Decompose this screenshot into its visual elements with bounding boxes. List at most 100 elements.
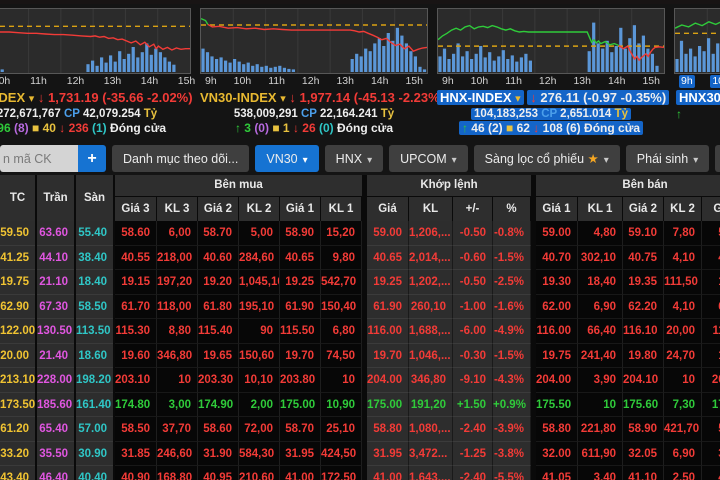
cell-ask[interactable]: 59.00 [702, 417, 720, 442]
cell-bid[interactable]: 584,30 [239, 441, 280, 466]
cell-ask[interactable]: 10 [578, 392, 623, 417]
cell-ask[interactable]: 32.10 [702, 441, 720, 466]
cell-ask[interactable]: 302,10 [578, 245, 623, 270]
cell-bid[interactable]: 58.60 [198, 417, 239, 442]
toolbar-button-6[interactable]: Chứng quyền▾ [715, 145, 720, 172]
cell-bid[interactable]: 1,045,10 [239, 270, 280, 295]
cell-ask[interactable]: 41.15 [702, 466, 720, 480]
cell-ask[interactable]: 41.10 [623, 466, 664, 480]
toolbar-button-2[interactable]: HNX ▾ [324, 145, 384, 172]
cell-ask[interactable]: 6,90 [578, 294, 623, 319]
cell-ask[interactable]: 32.00 [536, 441, 578, 466]
cell-bid[interactable]: 40.90 [115, 466, 157, 480]
cell-bid[interactable]: 346,80 [157, 343, 198, 368]
cell-ask[interactable]: 176.00 [702, 392, 720, 417]
cell-ask[interactable]: 3,90 [578, 368, 623, 393]
cell-bid[interactable]: 40.60 [198, 245, 239, 270]
cell-ask[interactable]: 66,40 [578, 319, 623, 344]
cell-ask[interactable]: 19.75 [536, 343, 578, 368]
cell-ask[interactable]: 59.20 [702, 221, 720, 246]
cell-bid[interactable]: 168,80 [157, 466, 198, 480]
cell-ask[interactable]: 19.30 [536, 270, 578, 295]
cell-bid[interactable]: 174.90 [198, 392, 239, 417]
cell-bid[interactable]: 31.90 [198, 441, 239, 466]
cell-bid[interactable]: 58.60 [115, 221, 157, 246]
cell-bid[interactable]: 37,70 [157, 417, 198, 442]
cell-ask[interactable]: 59.10 [623, 221, 664, 246]
cell-ask[interactable]: 24,70 [664, 343, 702, 368]
cell-ask[interactable]: 111,50 [664, 270, 702, 295]
index-name[interactable]: VN-INDEX [0, 90, 26, 105]
cell-bid[interactable]: 6,80 [321, 319, 362, 344]
stock-row[interactable]: 173.50 185.60 161.40 174.80 3,00 174.90 2,00 17… [0, 392, 720, 417]
cell-bid[interactable]: 174.80 [115, 392, 157, 417]
stock-row[interactable]: 62.90 67.30 58.50 61.70 118,00 61.80 195,10 61.… [0, 294, 720, 319]
cell-ask[interactable]: 19.40 [702, 270, 720, 295]
cell-bid[interactable]: 542,70 [321, 270, 362, 295]
stock-row[interactable]: 59.50 63.60 55.40 58.60 6,00 58.70 5,00 58.90 15… [0, 221, 720, 246]
toolbar-button-1[interactable]: VN30 ▾ [255, 145, 319, 172]
index-chart[interactable] [200, 8, 428, 74]
cell-ask[interactable]: 41.05 [536, 466, 578, 480]
chevron-down-icon[interactable]: ▾ [515, 93, 521, 105]
cell-ask[interactable]: 4,10 [664, 294, 702, 319]
cell-bid[interactable]: 40.55 [115, 245, 157, 270]
toolbar-button-0[interactable]: Danh mục theo dõi... [112, 145, 250, 172]
cell-bid[interactable]: 58.70 [198, 221, 239, 246]
cell-bid[interactable]: 10 [157, 368, 198, 393]
cell-ask[interactable]: 175.60 [623, 392, 664, 417]
cell-bid[interactable]: 74,50 [321, 343, 362, 368]
stock-row[interactable]: 213.10 228.00 198.20 203.10 10 203.30 10,10 203… [0, 368, 720, 393]
stock-row[interactable]: 61.20 65.40 57.00 58.50 37,70 58.60 72,00 58.70… [0, 417, 720, 442]
cell-bid[interactable]: 72,00 [239, 417, 280, 442]
cell-bid[interactable]: 15,20 [321, 221, 362, 246]
index-name[interactable]: HNX-INDEX [440, 90, 512, 105]
index-name[interactable]: VN30-INDEX [200, 90, 277, 105]
cell-ask[interactable]: 175.50 [536, 392, 578, 417]
cell-bid[interactable]: 218,00 [157, 245, 198, 270]
cell-bid[interactable]: 58.90 [280, 221, 321, 246]
cell-bid[interactable]: 25,10 [321, 417, 362, 442]
cell-ask[interactable]: 62.20 [623, 294, 664, 319]
cell-bid[interactable]: 3,00 [157, 392, 198, 417]
cell-ask[interactable]: 7,30 [664, 392, 702, 417]
cell-ask[interactable]: 58.80 [536, 417, 578, 442]
cell-ask[interactable]: 40.75 [623, 245, 664, 270]
cell-ask[interactable]: 116.40 [702, 319, 720, 344]
cell-ask[interactable]: 19.85 [702, 343, 720, 368]
cell-bid[interactable]: 172,50 [321, 466, 362, 480]
cell-bid[interactable]: 19.70 [280, 343, 321, 368]
cell-bid[interactable]: 115.30 [115, 319, 157, 344]
cell-ask[interactable]: 40.70 [536, 245, 578, 270]
cell-bid[interactable]: 175.00 [280, 392, 321, 417]
cell-bid[interactable]: 19.25 [280, 270, 321, 295]
cell-ask[interactable]: 204.00 [536, 368, 578, 393]
cell-bid[interactable]: 210,60 [239, 466, 280, 480]
cell-bid[interactable]: 31.95 [280, 441, 321, 466]
cell-ask[interactable]: 59.00 [536, 221, 578, 246]
toolbar-button-3[interactable]: UPCOM ▾ [389, 145, 468, 172]
cell-bid[interactable]: 40.65 [280, 245, 321, 270]
cell-bid[interactable]: 203.10 [115, 368, 157, 393]
cell-bid[interactable]: 19.20 [198, 270, 239, 295]
index-chart[interactable] [0, 8, 191, 74]
cell-ask[interactable]: 421,70 [664, 417, 702, 442]
cell-ask[interactable]: 3,40 [578, 466, 623, 480]
cell-ask[interactable]: 2,50 [664, 466, 702, 480]
stock-row[interactable]: 20.00 21.40 18.60 19.60 346,80 19.65 150,60 19.… [0, 343, 720, 368]
cell-ask[interactable]: 19.80 [623, 343, 664, 368]
cell-bid[interactable]: 150,40 [321, 294, 362, 319]
cell-ask[interactable]: 611,90 [578, 441, 623, 466]
cell-bid[interactable]: 284,60 [239, 245, 280, 270]
cell-ask[interactable]: 32.05 [623, 441, 664, 466]
cell-ask[interactable]: 19.35 [623, 270, 664, 295]
stock-row[interactable]: 122.00 130.50 113.50 115.30 8,80 115.40 90 115.… [0, 319, 720, 344]
index-chart[interactable] [437, 8, 665, 74]
cell-bid[interactable]: 31.85 [115, 441, 157, 466]
cell-ask[interactable]: 4,10 [664, 245, 702, 270]
cell-bid[interactable]: 41.00 [280, 466, 321, 480]
cell-bid[interactable]: 61.90 [280, 294, 321, 319]
cell-bid[interactable]: 90 [239, 319, 280, 344]
cell-bid[interactable]: 58.50 [115, 417, 157, 442]
search-input[interactable] [0, 145, 78, 172]
